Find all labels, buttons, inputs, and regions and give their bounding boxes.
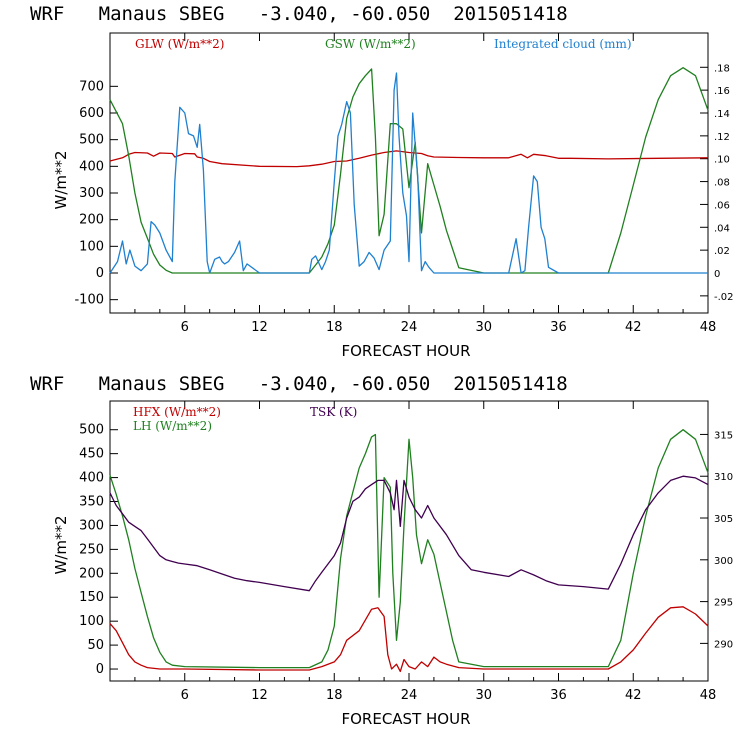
bot-series-tsk-line [109,475,709,592]
y-tick-label: 100 [79,239,104,254]
y-tick-label: 500 [79,423,104,438]
y2-tick-label: 290 [714,639,733,650]
x-tick-label: 48 [700,688,717,703]
y-tick-label: 100 [79,614,104,629]
y-tick-label: 600 [79,106,104,121]
bottom-y-axis-label: W/m**2 [52,515,70,574]
top-chart-title: WRF Manaus SBEG -3.040, -60.050 20150514… [30,3,568,25]
bottom-x-axis-label: FORECAST HOUR [341,710,470,728]
y-tick-label: 500 [79,133,104,148]
x-tick-label: 42 [625,688,642,703]
y-tick-label: 300 [79,186,104,201]
top-plot-frame [109,32,709,314]
y-tick-label: -100 [74,293,104,308]
x-tick-label: 36 [550,688,567,703]
y-tick-label: 300 [79,518,104,533]
x-tick-label: 48 [700,320,717,335]
y-tick-label: 0 [96,266,104,281]
x-tick-label: 12 [251,320,268,335]
top-series-glw-line [109,150,709,168]
top-y2-axis: -.02 0 .02 .04 .06 .08 .10 .12 .14 .16 .18 [700,63,734,303]
x-tick-label: 12 [251,688,268,703]
top-y-axis-label: W/m**2 [52,150,70,209]
top-series-integrated-line [109,72,708,274]
y2-tick-label: .08 [714,178,730,189]
y2-tick-label: 295 [714,598,733,609]
y-tick-label: 700 [79,79,104,94]
x-tick-label: 36 [550,320,567,335]
legend-lh: LH (W/m**2) [133,419,212,433]
y-tick-label: 200 [79,566,104,581]
top-x-axis: 6 12 18 24 30 36 42 48 [134,33,717,335]
bot-series-hfx-line [109,606,709,673]
x-tick-label: 30 [475,320,492,335]
y2-tick-label: .02 [714,246,730,257]
y-tick-label: 450 [79,447,104,462]
y-tick-label: 400 [79,159,104,174]
legend-hfx: HFX (W/m**2) [133,405,221,419]
x-tick-label: 42 [625,320,642,335]
top-y-axis: -100 0 100 200 300 400 500 600 700 [74,79,118,308]
y2-tick-label: .06 [714,200,730,211]
bot-series-lh-line [109,429,709,669]
top-x-axis-label: FORECAST HOUR [341,342,470,360]
x-tick-label: 18 [326,688,343,703]
x-tick-label: 24 [401,320,418,335]
y-tick-label: 400 [79,471,104,486]
x-tick-label: 30 [475,688,492,703]
y2-tick-label: .12 [714,132,730,143]
bottom-x-axis: 6 12 18 24 30 36 42 48 [134,401,717,703]
y2-tick-label: .18 [714,63,730,74]
y2-tick-label: .10 [714,155,730,166]
y2-tick-label: 310 [714,472,733,483]
x-tick-label: 6 [181,320,189,335]
y-tick-label: 150 [79,590,104,605]
y2-tick-label: .16 [714,86,730,97]
x-tick-label: 24 [401,688,418,703]
legend-gsw: GSW (W/m**2) [325,37,416,51]
y2-tick-label: -.02 [714,292,734,303]
legend-integrated-cloud: Integrated cloud (mm) [494,37,632,51]
x-tick-label: 18 [326,320,343,335]
x-tick-label: 6 [181,688,189,703]
y-tick-label: 250 [79,542,104,557]
bottom-y-axis: 0 50 100 150 200 250 300 350 400 450 500 [79,423,118,677]
y2-tick-label: .14 [714,109,730,120]
bottom-y2-axis: 290 295 300 305 310 315 [700,430,733,650]
y2-tick-label: 315 [714,430,733,441]
y-tick-label: 0 [96,662,104,677]
y2-tick-label: 305 [714,514,733,525]
y-tick-label: 50 [87,638,104,653]
bottom-chart-title: WRF Manaus SBEG -3.040, -60.050 20150514… [30,373,568,395]
y-tick-label: 350 [79,495,104,510]
y2-tick-label: 300 [714,556,733,567]
y2-tick-label: .04 [714,223,730,234]
y-tick-label: 200 [79,213,104,228]
legend-glw: GLW (W/m**2) [135,37,224,51]
top-series-gsw-line [109,67,709,274]
legend-tsk: TSK (K) [310,405,357,419]
y2-tick-label: 0 [714,269,720,280]
